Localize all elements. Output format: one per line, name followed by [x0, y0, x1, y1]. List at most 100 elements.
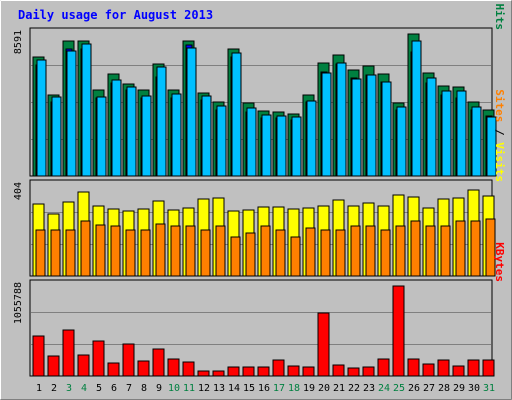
- bar-kbytes-day-13: [212, 370, 225, 377]
- x-tick-label-day-2: 2: [51, 383, 57, 394]
- bar-kbytes-day-6: [107, 362, 120, 377]
- chart-panel-visitors: 404 Sites / Visits: [13, 89, 506, 277]
- bar-pages-day-4: [81, 43, 92, 177]
- bar-pages-day-8: [141, 95, 152, 177]
- bar-pages-day-30: [471, 106, 482, 177]
- bar-kbytes-day-12: [197, 370, 210, 377]
- bar-pages-day-5: [96, 96, 107, 177]
- bar-sites-day-3: [65, 229, 76, 277]
- bar-sites-day-30: [470, 220, 481, 277]
- legend-entry: /: [493, 122, 506, 142]
- bar-kbytes-day-7: [122, 343, 135, 377]
- x-tick-label-day-8: 8: [141, 383, 147, 394]
- bar-sites-day-1: [35, 229, 46, 277]
- bar-kbytes-day-29: [452, 365, 465, 377]
- bar-sites-day-31: [485, 218, 496, 277]
- bar-sites-day-24: [380, 229, 391, 277]
- bar-kbytes-day-27: [422, 363, 435, 377]
- bar-pages-day-29: [456, 90, 467, 177]
- x-tick-label-day-16: 16: [258, 383, 270, 394]
- bar-pages-day-22: [351, 78, 362, 177]
- x-tick-label-day-14: 14: [228, 383, 240, 394]
- bar-kbytes-day-17: [272, 359, 285, 377]
- bar-kbytes-day-18: [287, 365, 300, 377]
- legend-entry: Visits: [493, 142, 506, 182]
- bar-kbytes-day-1: [32, 335, 45, 377]
- x-tick-label-day-9: 9: [156, 383, 162, 394]
- bar-kbytes-day-25: [392, 285, 405, 377]
- bar-sites-day-5: [95, 224, 106, 277]
- bar-kbytes-day-22: [347, 367, 360, 377]
- legend-entry: KBytes: [493, 242, 506, 282]
- chart-panel-volume: 1055788 KBytes: [13, 242, 506, 377]
- x-tick-label-day-19: 19: [303, 383, 315, 394]
- bar-pages-day-9: [156, 66, 167, 177]
- chart-title: Daily usage for August 2013: [18, 8, 213, 22]
- bar-sites-day-26: [410, 220, 421, 277]
- bar-sites-day-10: [170, 225, 181, 277]
- y-axis-max-label-traffic: 8591: [13, 30, 24, 54]
- bar-pages-day-10: [171, 93, 182, 177]
- bar-kbytes-day-11: [182, 361, 195, 377]
- x-tick-label-day-29: 29: [453, 383, 465, 394]
- legend-entry: /: [493, 0, 506, 4]
- bar-kbytes-day-3: [62, 329, 75, 377]
- bar-sites-day-22: [350, 225, 361, 277]
- bar-pages-day-24: [381, 81, 392, 177]
- x-tick-label-day-15: 15: [243, 383, 255, 394]
- legend-entry: Sites: [493, 89, 506, 122]
- bar-pages-day-23: [366, 74, 377, 177]
- bar-pages-day-15: [246, 107, 257, 177]
- bar-kbytes-day-9: [152, 348, 165, 377]
- bar-kbytes-day-30: [467, 359, 480, 377]
- bar-sites-day-6: [110, 225, 121, 277]
- bar-sites-day-29: [455, 220, 466, 277]
- bar-pages-day-19: [306, 100, 317, 177]
- legend-visitors: Sites / Visits: [493, 89, 506, 182]
- bar-sites-day-21: [335, 229, 346, 277]
- bar-pages-day-6: [111, 79, 122, 177]
- bar-kbytes-day-15: [242, 366, 255, 377]
- x-tick-label-day-12: 12: [198, 383, 210, 394]
- bar-pages-day-13: [216, 105, 227, 177]
- chart-panel-traffic: 8591 Pages / Files / Hits: [13, 0, 506, 177]
- bar-kbytes-day-31: [482, 359, 495, 377]
- legend-entry: Hits: [493, 4, 506, 31]
- legend-volume: KBytes: [493, 242, 506, 282]
- x-tick-label-day-17: 17: [273, 383, 285, 394]
- bar-pages-day-3: [66, 50, 77, 177]
- bar-kbytes-day-28: [437, 359, 450, 377]
- x-tick-label-day-22: 22: [348, 383, 360, 394]
- bar-pages-day-20: [321, 72, 332, 177]
- bar-pages-day-27: [426, 77, 437, 177]
- x-tick-label-day-7: 7: [126, 383, 132, 394]
- bar-sites-day-18: [290, 236, 301, 277]
- x-tick-label-day-26: 26: [408, 383, 420, 394]
- bar-pages-day-28: [441, 90, 452, 177]
- x-tick-label-day-10: 10: [168, 383, 180, 394]
- bar-pages-day-2: [51, 96, 62, 177]
- bar-pages-day-14: [231, 52, 242, 177]
- bar-pages-day-12: [201, 95, 212, 177]
- bar-pages-day-7: [126, 86, 137, 177]
- x-tick-label-day-27: 27: [423, 383, 435, 394]
- bar-sites-day-7: [125, 229, 136, 277]
- bar-kbytes-day-14: [227, 366, 240, 377]
- bar-sites-day-20: [320, 229, 331, 277]
- bar-sites-day-9: [155, 223, 166, 277]
- bar-kbytes-day-10: [167, 358, 180, 377]
- bar-kbytes-day-2: [47, 355, 60, 377]
- x-tick-label-day-31: 31: [483, 383, 495, 394]
- bar-kbytes-day-21: [332, 364, 345, 377]
- bar-pages-day-16: [261, 114, 272, 177]
- bar-sites-day-17: [275, 229, 286, 277]
- bar-sites-day-2: [50, 229, 61, 277]
- bar-sites-day-15: [245, 232, 256, 277]
- bar-sites-day-8: [140, 229, 151, 277]
- x-tick-label-day-21: 21: [333, 383, 345, 394]
- bar-sites-day-16: [260, 225, 271, 277]
- bar-kbytes-day-19: [302, 366, 315, 377]
- x-tick-label-day-13: 13: [213, 383, 225, 394]
- bar-pages-day-11: [186, 47, 197, 177]
- bar-kbytes-day-24: [377, 358, 390, 377]
